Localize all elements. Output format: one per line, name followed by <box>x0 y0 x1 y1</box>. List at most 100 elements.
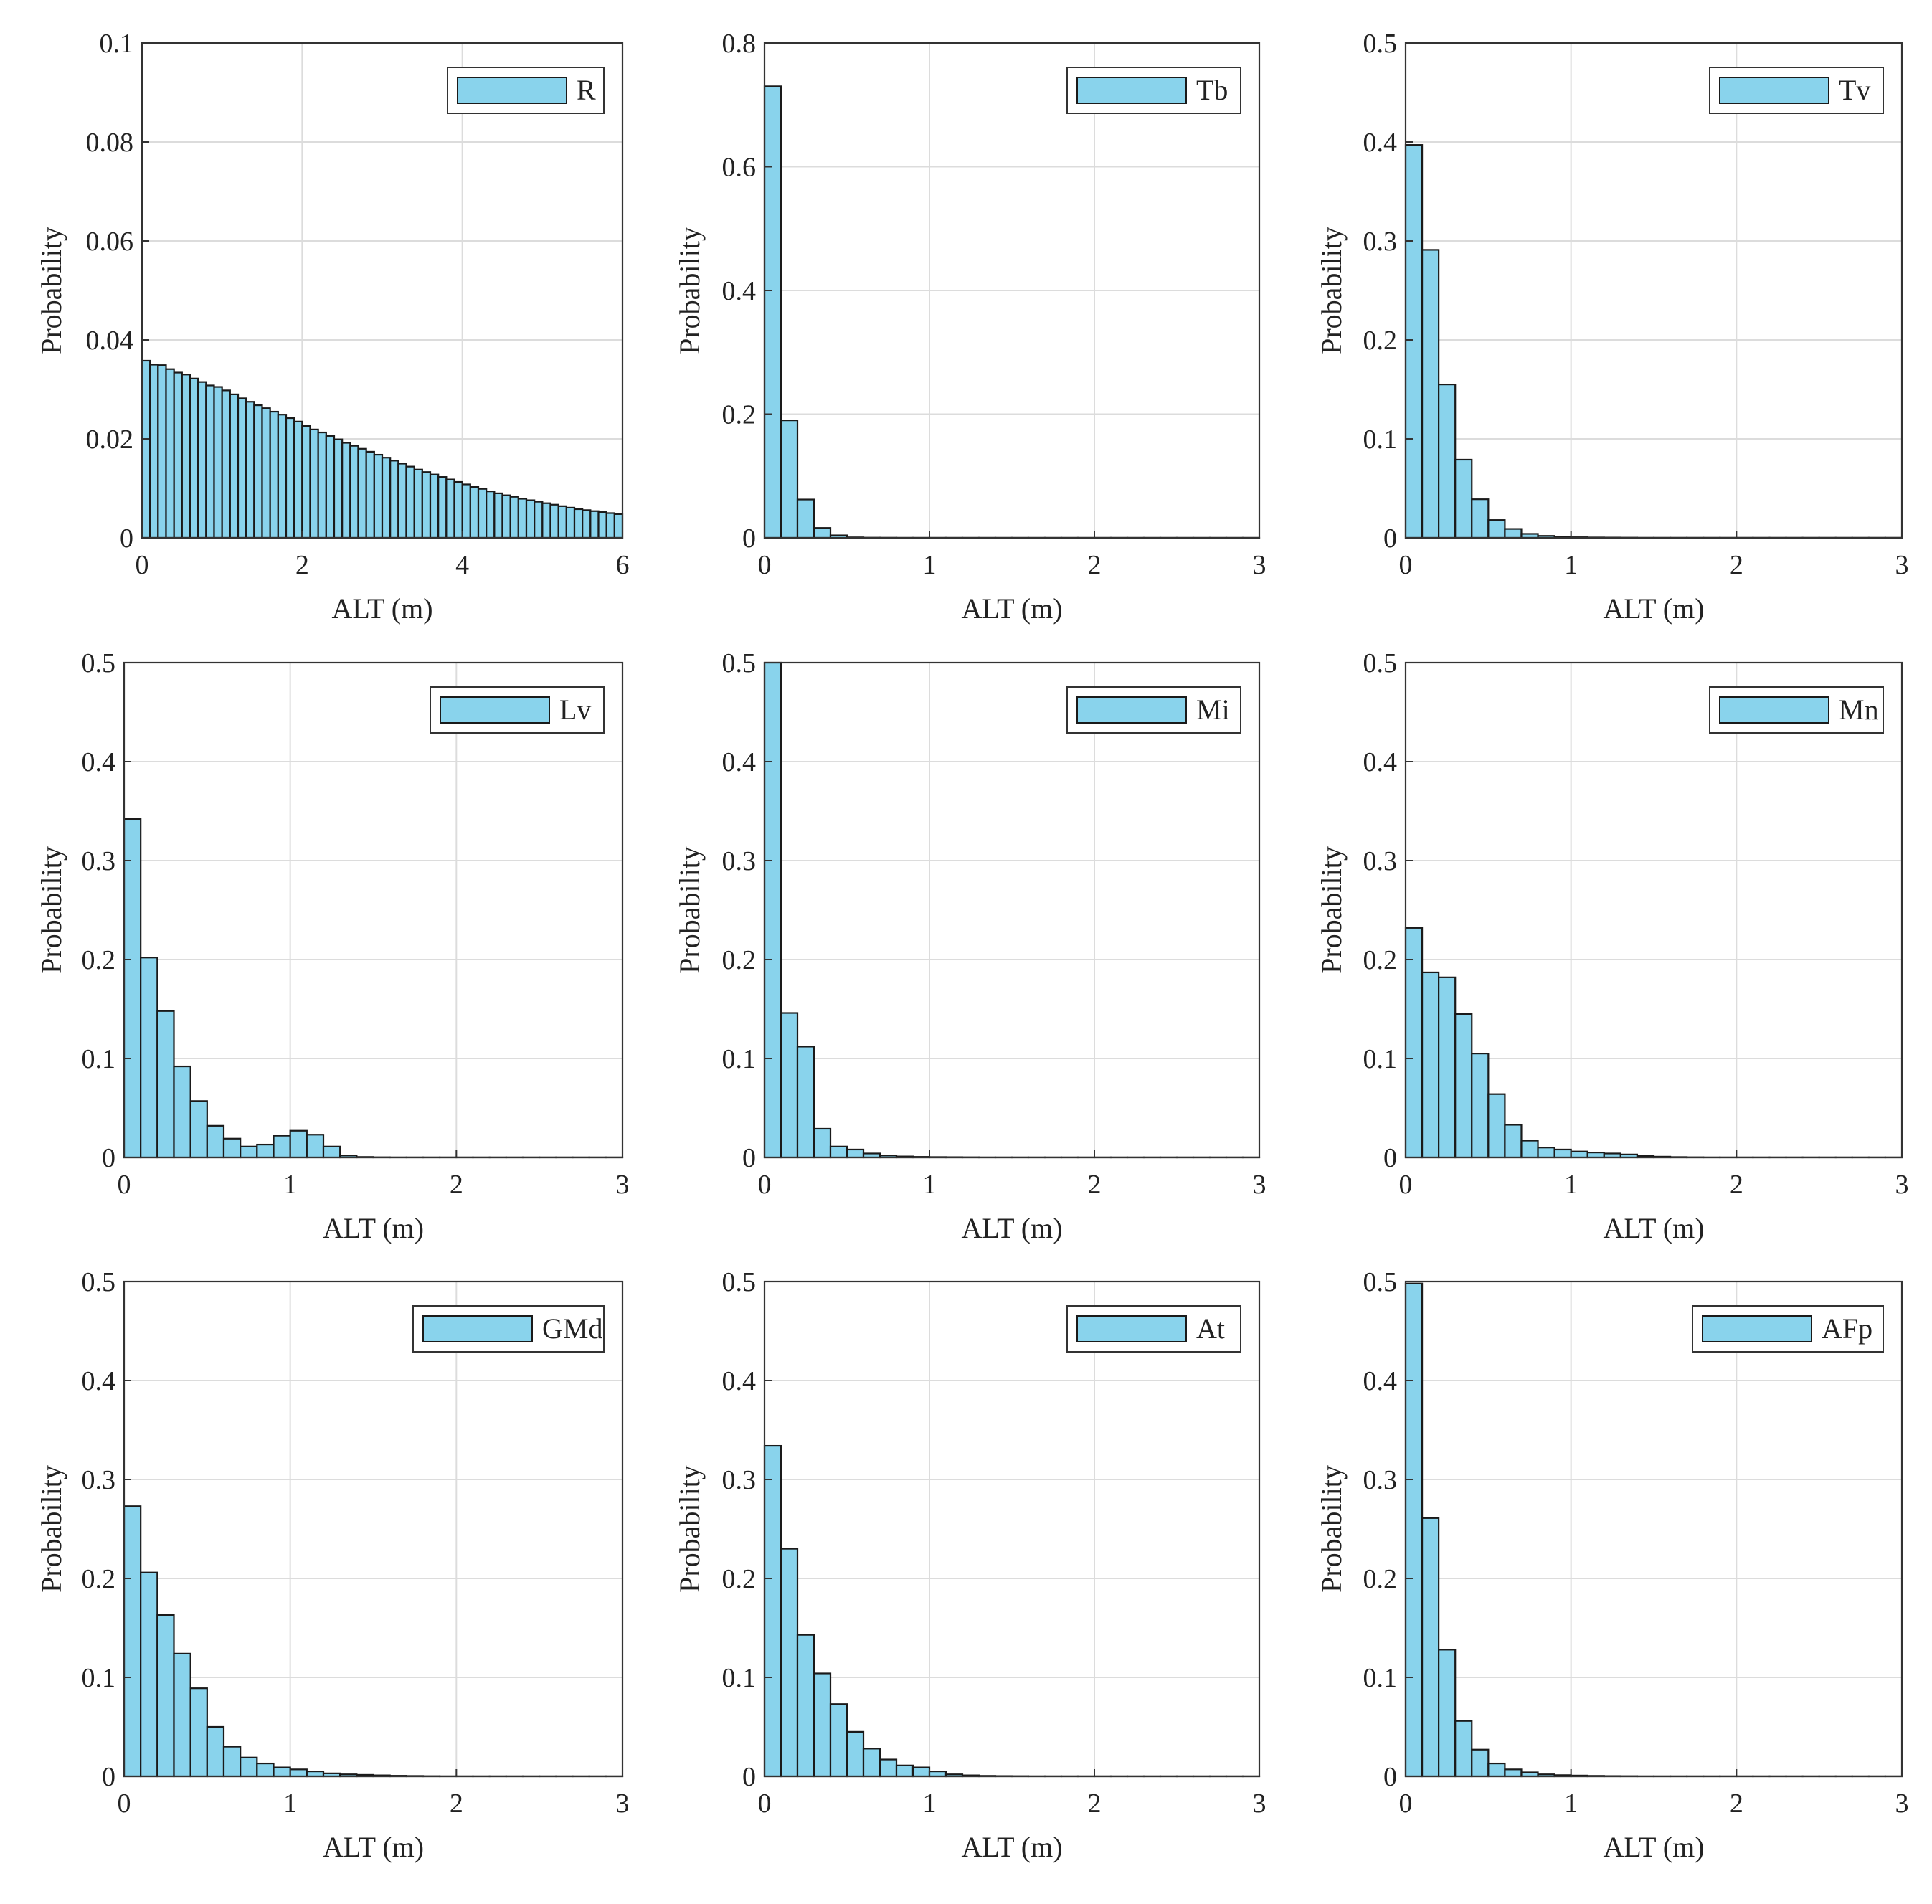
y-tick-label: 0.3 <box>82 1465 116 1495</box>
tick-labels: 0 1 2 3 0 0.1 0.2 0.3 0.4 0.5 <box>1363 29 1909 580</box>
tick-labels: 0 1 2 3 0 0.1 0.2 0.3 0.4 0.5 <box>722 648 1266 1200</box>
y-tick-label: 0.06 <box>86 227 134 257</box>
legend-label: AFp <box>1822 1312 1872 1345</box>
legend-swatch <box>440 696 550 724</box>
legend: Mi <box>1066 686 1241 734</box>
histogram-bar <box>322 1145 341 1159</box>
histogram-bar <box>613 513 624 539</box>
legend-swatch <box>1719 696 1829 724</box>
y-tick-label: 0.5 <box>722 1267 757 1297</box>
x-axis-label: ALT (m) <box>961 592 1062 625</box>
y-tick-label: 0.5 <box>1363 648 1398 678</box>
histogram-bar <box>879 1758 898 1778</box>
histogram-bar <box>780 1548 799 1778</box>
y-axis-label: Probability <box>673 227 706 354</box>
x-tick-label: 0 <box>136 550 149 580</box>
histogram-bar <box>1504 1768 1523 1778</box>
histogram-bar <box>846 1148 865 1159</box>
legend-swatch <box>1702 1315 1812 1342</box>
axes-frame <box>1404 1280 1903 1778</box>
y-tick-label: 0.5 <box>722 648 757 678</box>
histogram-bar <box>517 498 528 539</box>
x-tick-label: 3 <box>1895 1170 1909 1200</box>
plot-area <box>124 663 622 1157</box>
chart-panel-gmd: 0 1 2 3 0 0.1 0.2 0.3 0.4 0.5 ALT (m) Probability GM… <box>35 1267 630 1863</box>
y-tick-label: 0.2 <box>1363 945 1398 975</box>
histogram-bar <box>525 499 536 539</box>
y-tick-label: 0.2 <box>1363 1564 1398 1594</box>
histogram-bar <box>341 442 351 539</box>
y-tick-label: 0.2 <box>82 1564 116 1594</box>
histogram-bars <box>1404 144 1903 539</box>
y-tick-label: 0.3 <box>722 1465 757 1495</box>
y-tick-label: 0 <box>742 524 756 554</box>
histogram-bar <box>273 1766 291 1778</box>
x-axis-label: ALT (m) <box>1603 592 1704 625</box>
legend: At <box>1066 1305 1241 1353</box>
x-tick-label: 1 <box>283 1170 297 1200</box>
histogram-bar <box>289 1129 308 1159</box>
axes-frame <box>763 661 1261 1159</box>
histogram-bar <box>549 503 559 539</box>
histogram-bar <box>173 1065 191 1159</box>
chart-panel-r: 0 2 4 6 0 0.02 0.04 0.06 0.08 0.1 ALT (m) Probabili… <box>35 29 630 625</box>
histogram-bar <box>189 377 199 539</box>
y-tick-label: 0.5 <box>1363 1267 1398 1297</box>
histogram-bar <box>273 1135 291 1159</box>
histogram-bar <box>813 1672 832 1778</box>
histogram-bar <box>796 1634 815 1778</box>
histogram-bar <box>565 506 576 539</box>
histogram-bar <box>1487 1093 1506 1159</box>
legend-label: Mn <box>1839 693 1879 726</box>
histogram-bar <box>333 438 344 539</box>
histogram-bar <box>597 511 607 539</box>
x-tick-label: 1 <box>923 1170 937 1200</box>
y-tick-label: 0 <box>742 1762 756 1792</box>
histogram-bar <box>261 407 271 539</box>
y-tick-label: 0.1 <box>722 1044 757 1074</box>
axes-frame <box>141 42 624 539</box>
histogram-bar <box>780 1012 799 1159</box>
plot-area <box>764 663 1259 1157</box>
x-tick-label: 1 <box>1564 550 1578 580</box>
tick-labels: 0 2 4 6 0 0.02 0.04 0.06 0.08 0.1 <box>86 29 630 580</box>
histogram-bar <box>373 453 384 539</box>
histogram-bar <box>437 476 448 539</box>
histogram-bar <box>1504 528 1523 539</box>
histogram-bar <box>862 1748 881 1778</box>
histogram-bar <box>763 1444 782 1778</box>
axes-frame <box>1404 42 1903 539</box>
legend-label: Tb <box>1196 74 1228 106</box>
x-tick-label: 0 <box>1399 1170 1413 1200</box>
x-tick-label: 2 <box>1730 1170 1743 1200</box>
histogram-bar <box>397 463 407 539</box>
y-tick-label: 0.4 <box>722 1366 757 1396</box>
histogram-bar <box>157 364 167 539</box>
y-tick-label: 0.1 <box>722 1663 757 1693</box>
y-tick-label: 0.2 <box>1363 326 1398 356</box>
histogram-bar <box>846 1730 865 1778</box>
histogram-bar <box>589 510 600 539</box>
x-tick-label: 3 <box>1253 1170 1266 1200</box>
axes-frame <box>763 1280 1261 1778</box>
histogram-bar <box>221 389 231 539</box>
histogram-bar <box>357 447 367 539</box>
legend: Tb <box>1066 67 1241 114</box>
y-tick-label: 0.1 <box>82 1044 116 1074</box>
histogram-bar <box>253 404 263 539</box>
histogram-bar <box>1454 1720 1473 1778</box>
y-tick-label: 0.4 <box>722 276 757 306</box>
y-tick-label: 0.2 <box>722 1564 757 1594</box>
y-tick-label: 0.1 <box>1363 1663 1398 1693</box>
tick-labels: 0 1 2 3 0 0.1 0.2 0.3 0.4 0.5 <box>1363 648 1909 1200</box>
x-tick-label: 2 <box>450 1789 463 1819</box>
histogram-bar <box>156 1614 175 1778</box>
chart-panel-mi: 0 1 2 3 0 0.1 0.2 0.3 0.4 0.5 ALT (m) Probability Mi <box>673 648 1266 1244</box>
histogram-bar <box>317 431 327 539</box>
histogram-bar <box>1454 1013 1473 1159</box>
y-tick-label: 0 <box>1383 1143 1397 1173</box>
histogram-bar <box>240 1145 258 1159</box>
histogram-bar <box>1570 1150 1588 1159</box>
x-tick-label: 2 <box>1088 550 1102 580</box>
